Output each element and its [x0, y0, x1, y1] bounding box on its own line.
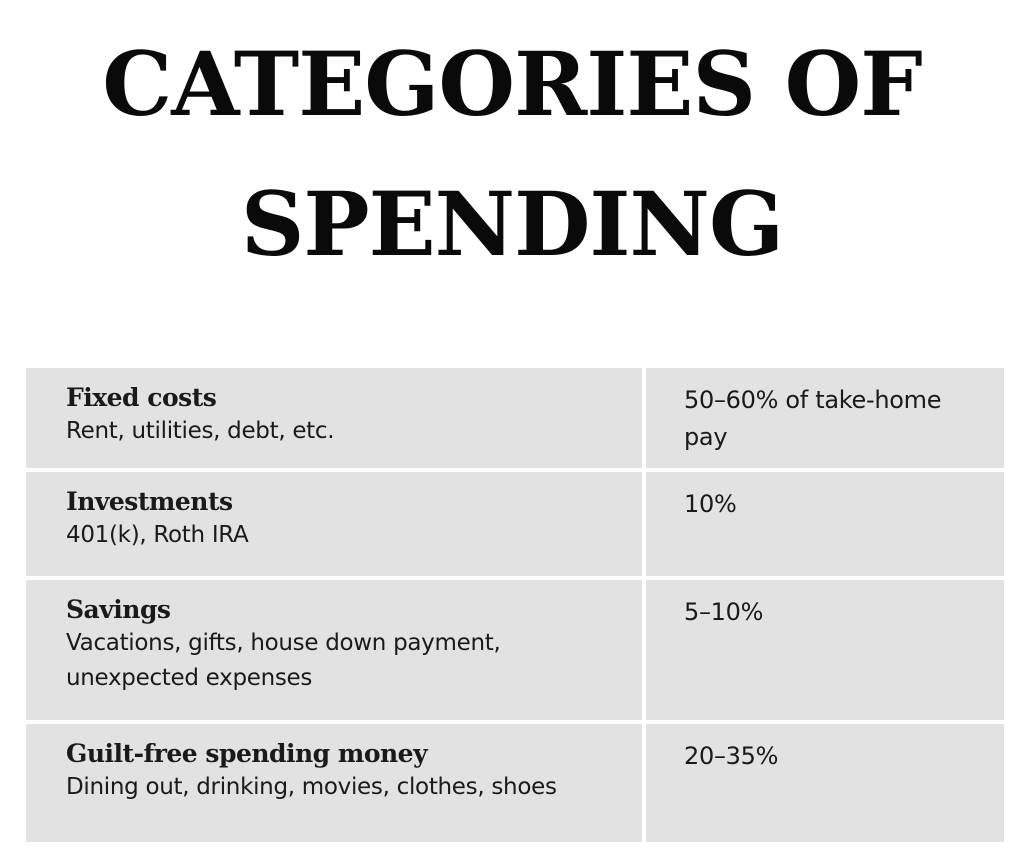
percentage-cell: 50–60% of take-home pay — [646, 368, 1004, 468]
category-name: Fixed costs — [66, 383, 217, 412]
percentage-cell: 5–10% — [646, 580, 1004, 720]
percentage-cell: 20–35% — [646, 724, 1004, 842]
category-cell: Guilt-free spending money Dining out, dr… — [26, 724, 642, 842]
table-row-fixed-costs: Fixed costs Rent, utilities, debt, etc. … — [26, 368, 1004, 468]
page-title-line-2: SPENDING — [240, 172, 784, 276]
category-name: Investments — [66, 487, 233, 516]
category-description: Vacations, gifts, house down payment, — [66, 630, 501, 656]
category-name: Savings — [66, 595, 171, 624]
category-description: Dining out, drinking, movies, clothes, s… — [66, 774, 557, 800]
percentage-line: 50–60% of take-home — [684, 386, 942, 414]
category-description: 401(k), Roth IRA — [66, 522, 249, 548]
category-name: Guilt-free spending money — [66, 739, 428, 768]
spending-categories-table: Fixed costs Rent, utilities, debt, etc. … — [26, 368, 1004, 842]
table-row-guilt-free-spending: Guilt-free spending money Dining out, dr… — [26, 724, 1004, 842]
category-cell: Investments 401(k), Roth IRA — [26, 472, 642, 576]
table-row-investments: Investments 401(k), Roth IRA 10% — [26, 472, 1004, 576]
percentage-line: 10% — [684, 490, 737, 518]
category-cell: Fixed costs Rent, utilities, debt, etc. — [26, 368, 642, 468]
percentage-cell: 10% — [646, 472, 1004, 576]
percentage-line: 20–35% — [684, 742, 779, 770]
category-description: Rent, utilities, debt, etc. — [66, 418, 335, 444]
category-cell: Savings Vacations, gifts, house down pay… — [26, 580, 642, 720]
percentage-line: 5–10% — [684, 598, 764, 626]
page-title-line-1: CATEGORIES OF — [102, 32, 923, 136]
percentage-line: pay — [684, 423, 728, 451]
page-title: CATEGORIES OF SPENDING — [0, 14, 1024, 294]
category-description: unexpected expenses — [66, 665, 313, 691]
table-row-savings: Savings Vacations, gifts, house down pay… — [26, 580, 1004, 720]
